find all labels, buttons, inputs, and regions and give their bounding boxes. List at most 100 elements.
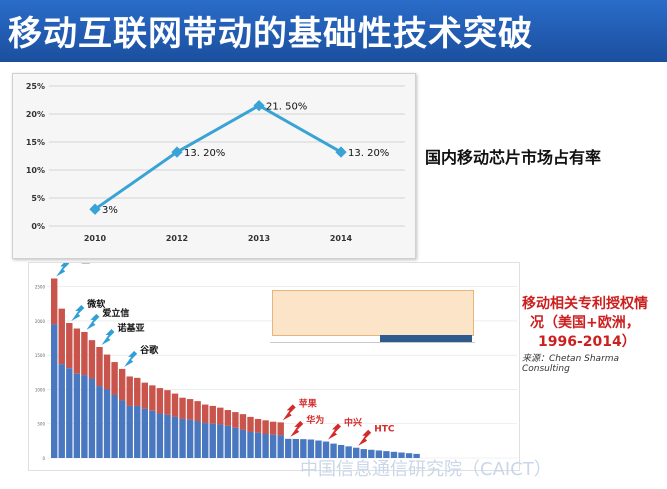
company-label: 诺基亚 [118,322,145,334]
bar-segment-blue [103,389,111,458]
bar-segment-red [118,368,126,401]
y-tick-label: 5% [31,194,45,203]
bar-segment-blue [337,444,345,458]
bar-segment-red [247,416,254,432]
bar-segment-red [277,422,284,436]
bar-segment-blue [66,368,73,458]
bar-segment-blue [269,434,277,458]
bar-segment-blue [315,440,322,458]
y-tick-label: 0% [31,222,45,231]
y-tick-label: 2500 [35,285,46,290]
red-arrow-icon [358,429,372,446]
bar-segment-blue [292,438,299,458]
data-label: 21. 50% [266,102,307,113]
red-arrow-icon [282,404,296,421]
company-label: 三星 [72,263,90,265]
x-tick-label: 2010 [84,234,107,243]
patent-source: 来源：Chetan Sharma Consulting [522,354,620,374]
bar-segment-red [134,377,141,406]
bar-segment-blue [126,405,133,458]
bar-segment-blue [322,441,330,458]
patent-title-line3: 1996-2014） [538,334,636,350]
red-arrow-icon [290,420,304,437]
patent-title-line2: 况（美国+欧洲， [530,315,640,331]
bar-segment-red [58,308,65,365]
data-point [253,99,265,112]
bar-segment-red [103,354,111,390]
bar-segment-red [73,328,81,374]
y-tick-label: 0 [42,456,45,461]
bar-segment-blue [345,446,352,458]
bar-segment-red [156,388,164,414]
bar-segment-red [126,376,133,406]
bar-segment-blue [398,452,405,458]
bar-segment-red [239,414,247,430]
bar-segment-blue [171,416,179,458]
bar-segment-blue [111,394,118,458]
bar-segment-blue [254,432,262,458]
bar-segment-blue [353,447,360,458]
x-tick-label: 2014 [330,234,353,243]
y-tick-label: 2000 [35,319,46,324]
bar-segment-blue [232,427,239,458]
bar-segment-red [149,385,156,411]
bar-segment-red [51,278,58,325]
y-tick-label: 15% [26,138,45,147]
company-label: 爱立信 [102,307,129,319]
bar-segment-blue [390,451,398,458]
bar-segment-red [164,390,171,415]
bar-segment-blue [156,413,164,458]
note-copyright-bar [380,335,472,342]
bar-segment-red [186,399,194,420]
bar-segment-blue [368,449,375,458]
company-label: HTC [374,425,395,435]
bar-segment-blue [118,400,126,458]
bar-segment-blue [383,451,390,458]
bar-segment-red [171,393,179,417]
y-tick-label: 1000 [35,387,46,392]
bar-segment-red [209,405,216,424]
bar-segment-blue [149,410,156,458]
slide-title: 移动互联网带动的基础性技术突破 [8,14,533,54]
patent-title-line1: 移动相关专利授权情 [522,296,648,312]
bar-segment-blue [134,405,141,458]
source-note-box [272,290,474,336]
bar-segment-blue [330,443,337,458]
blue-arrow-icon [71,305,85,322]
data-label: 3% [102,205,118,216]
bar-segment-red [254,418,262,433]
bar-segment-blue [51,324,58,458]
blue-arrow-icon [56,260,70,277]
bar-segment-blue [360,449,367,458]
x-tick-label: 2012 [166,234,188,243]
data-label: 13. 20% [348,148,389,159]
bar-segment-blue [300,439,307,458]
bar-segment-blue [217,424,224,458]
bar-segment-red [269,421,277,435]
bar-segment-red [81,331,88,376]
bar-segment-red [96,347,103,387]
bar-segment-blue [179,418,186,458]
y-tick-label: 500 [37,422,45,427]
blue-arrow-icon [124,350,138,367]
company-label: 华为 [306,414,324,426]
bar-segment-red [217,407,224,425]
bar-segment-blue [277,435,284,458]
bar-segment-red [232,412,239,428]
line-chart-panel: 0% 5% 10% 15% 20% 25% 2010 2012 2013 2014 3% 13. 20… [12,73,416,259]
y-tick-label: 20% [26,110,45,119]
red-arrow-icon [328,423,341,440]
y-tick-label: 25% [26,82,45,91]
blue-arrow-icon [101,329,115,345]
bar-segment-blue [224,425,232,458]
bar-segment-blue [194,421,201,458]
title-banner: 移动互联网带动的基础性技术突破 [0,0,667,62]
bar-segment-blue [81,375,88,458]
y-tick-label: 1500 [35,353,46,358]
bar-segment-blue [202,423,209,458]
bar-segment-red [179,397,186,419]
bar-segment-blue [262,434,269,458]
bar-segment-blue [375,450,383,458]
bar-segment-red [202,404,209,424]
bar-segment-red [111,362,118,395]
